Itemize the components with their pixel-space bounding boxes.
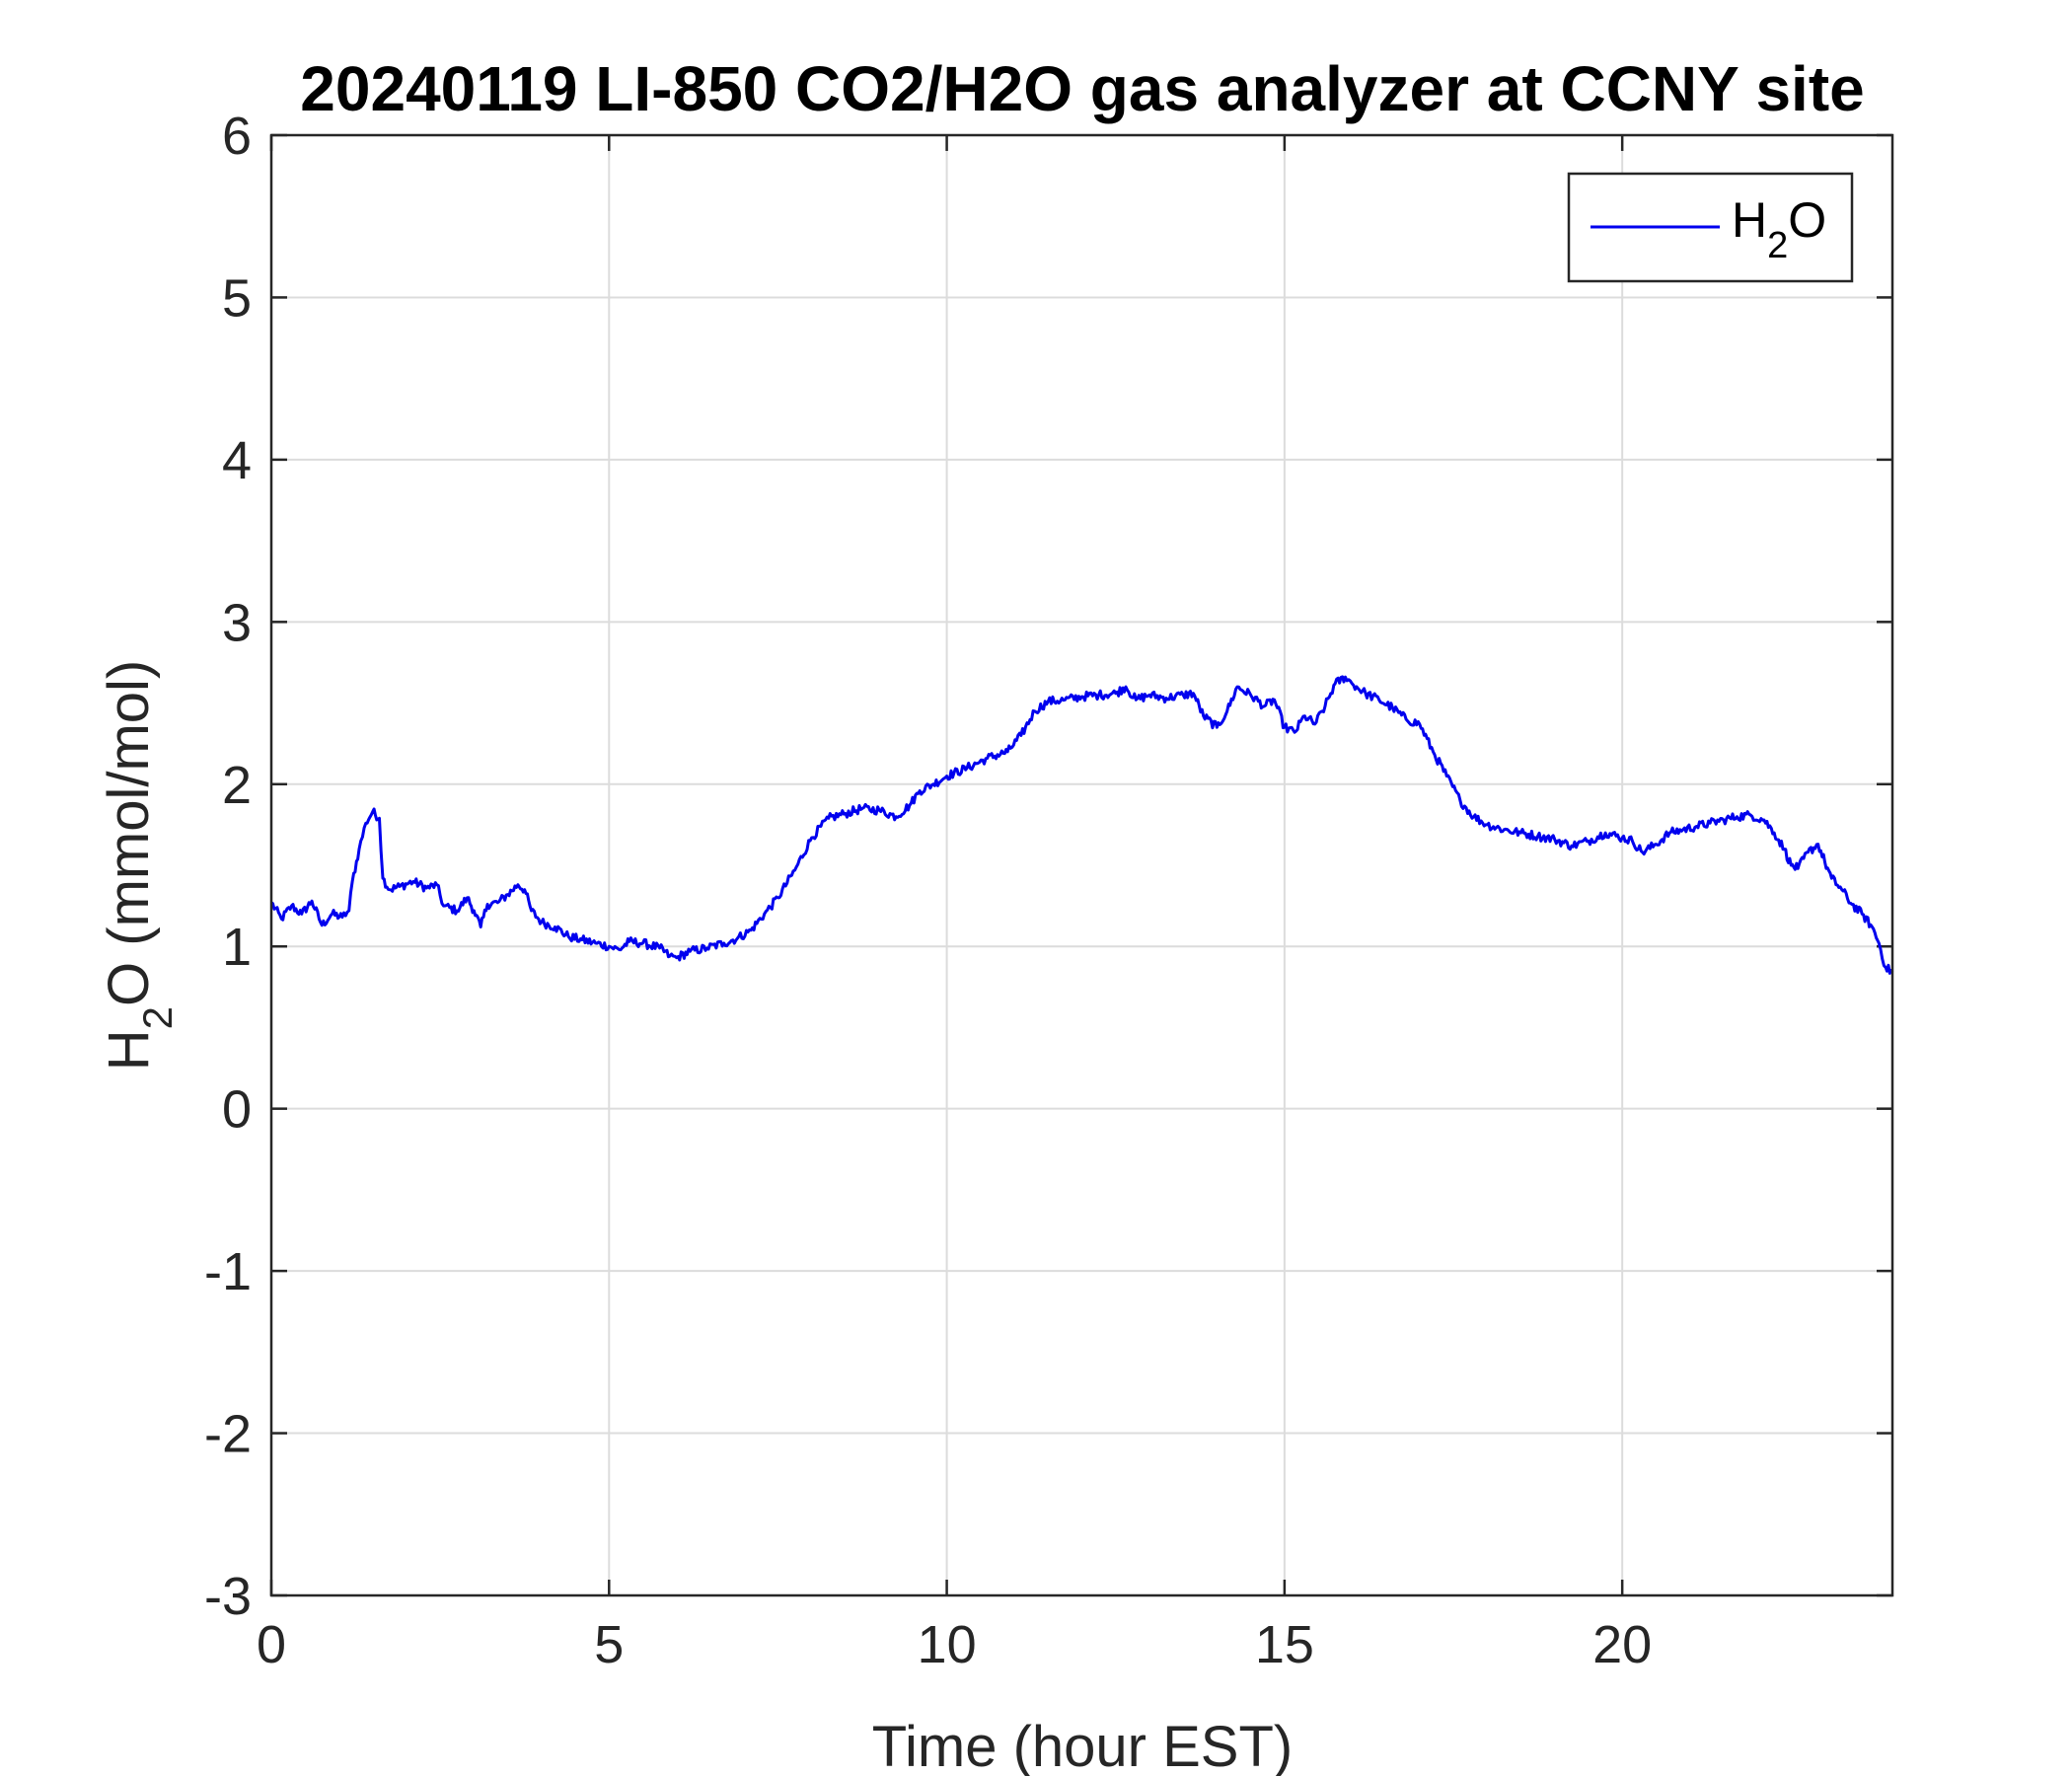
- y-tick-label: 3: [222, 593, 252, 652]
- y-tick-label: -3: [204, 1567, 252, 1626]
- x-tick-labels: 0 5 10 15 20: [257, 1615, 1652, 1674]
- x-tick-label: 0: [257, 1615, 286, 1674]
- h2o-series-line: [270, 675, 1894, 975]
- chart-title: 20240119 LI-850 CO2/H2O gas analyzer at …: [300, 53, 1864, 124]
- y-tick-label: 6: [222, 107, 252, 166]
- plot-frame: [269, 133, 1894, 1597]
- x-tick-label: 20: [1592, 1615, 1652, 1674]
- x-axis-label: Time (hour EST): [872, 1715, 1293, 1776]
- legend-entry-h2o: H2O: [1732, 192, 1826, 266]
- x-tick-label: 10: [918, 1615, 977, 1674]
- y-tick-label: 1: [222, 918, 252, 977]
- y-tick-label: 5: [222, 268, 252, 328]
- y-tick-label: 4: [222, 431, 252, 490]
- y-tick-label: -1: [204, 1242, 252, 1301]
- x-tick-label: 5: [594, 1615, 624, 1674]
- y-axis-label: H2O (mmol/mol): [97, 660, 181, 1071]
- y-tick-labels: -3 -2 -1 0 1 2 3 4 5 6: [204, 107, 252, 1626]
- legend: H2O: [1567, 172, 1854, 283]
- plot-area: [271, 135, 1892, 1595]
- x-tick-label: 15: [1255, 1615, 1314, 1674]
- y-tick-label: 2: [222, 756, 252, 815]
- y-tick-label: -2: [204, 1405, 252, 1464]
- y-tick-label: 0: [222, 1080, 252, 1140]
